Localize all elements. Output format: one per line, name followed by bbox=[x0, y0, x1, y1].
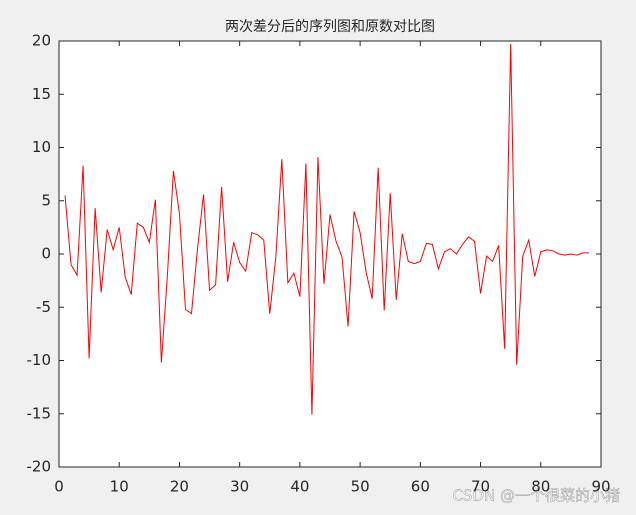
x-tick-label: 80 bbox=[531, 478, 550, 496]
x-tick-label: 30 bbox=[230, 478, 249, 496]
y-tick-label: -15 bbox=[27, 404, 52, 422]
y-tick-label: 5 bbox=[41, 191, 51, 209]
x-tick-label: 90 bbox=[591, 478, 610, 496]
y-tick-label: 20 bbox=[32, 32, 51, 50]
x-tick-label: 40 bbox=[290, 478, 309, 496]
plot-area bbox=[58, 40, 602, 468]
line-series bbox=[64, 44, 589, 415]
x-tick-label: 60 bbox=[411, 478, 430, 496]
x-tick-label: 10 bbox=[110, 478, 129, 496]
y-tick-label: -10 bbox=[27, 351, 52, 369]
y-tick-label: 0 bbox=[41, 245, 51, 263]
x-tick-label: 50 bbox=[351, 478, 370, 496]
x-tick-label: 0 bbox=[54, 478, 64, 496]
watermark: CSDN @一个很菜的小猪 bbox=[452, 487, 620, 505]
chart-title: 两次差分后的序列图和原数对比图 bbox=[225, 19, 435, 35]
y-tick-label: -5 bbox=[36, 298, 51, 316]
y-tick-label: 10 bbox=[32, 138, 51, 156]
y-tick-label: -20 bbox=[27, 458, 52, 476]
x-tick-label: 20 bbox=[170, 478, 189, 496]
y-tick-label: 15 bbox=[32, 85, 51, 103]
x-tick-label: 70 bbox=[471, 478, 490, 496]
